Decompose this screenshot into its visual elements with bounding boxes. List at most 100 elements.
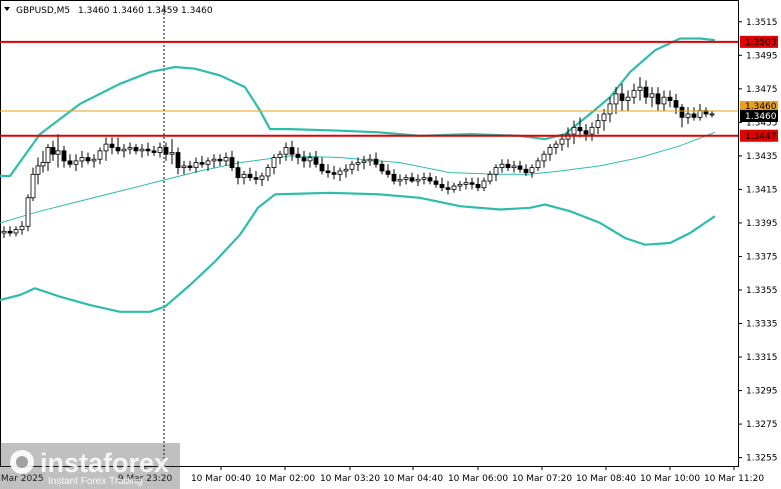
candle [307,152,313,168]
candle [541,150,547,168]
candle-body [229,157,235,169]
candle-body [193,162,199,169]
candle [73,154,79,171]
candle-body [30,173,36,199]
candle-body [541,153,547,162]
candle-body [97,150,103,160]
candle-body [127,147,133,150]
ohlc-label: 1.3460 1.3460 1.3459 1.3460 [78,6,213,16]
candle [451,182,457,193]
candle-body [133,147,139,152]
candle-body [391,173,397,182]
candle [625,90,631,111]
candle [247,167,253,182]
price-tag-partial-label: 1.3460 [745,102,777,112]
candle [583,124,589,141]
candle [361,155,367,170]
candle [35,157,41,185]
candle-body [691,113,697,118]
candle [547,144,553,161]
candle [61,145,67,168]
candle-body [559,138,565,145]
candle-body [1,230,7,234]
candle-body [325,170,331,174]
candle [373,152,379,168]
candle-body [331,172,337,175]
candle-body [589,126,595,135]
candle [289,140,295,161]
candle-body [469,182,475,185]
x-tick-label: 10 Mar 07:20 [512,474,572,484]
candle-body [19,225,25,231]
y-tick-label: 1.3355 [746,286,778,296]
candle-body [223,157,229,162]
candle [349,160,355,175]
candle [607,97,613,123]
candle [379,160,385,175]
watermark-brand: instaforex [40,448,169,478]
candle-body [601,113,607,122]
y-tick-label: 1.3375 [746,252,778,262]
candle-body [499,163,505,169]
candle-body [655,93,661,105]
candle [109,137,115,155]
candle [367,154,373,166]
candle [211,154,217,168]
candle [601,108,607,131]
candle [313,150,319,168]
candle [655,87,661,111]
candle [223,152,229,166]
candle [175,147,181,175]
candle-body [529,167,535,174]
candle-body [205,160,211,165]
candle [331,165,337,180]
watermark-tagline: Instant Forex Trading [48,476,143,487]
candle-body [409,177,415,182]
candle-body [55,150,61,155]
candle [355,157,361,171]
candle [277,150,283,165]
level-tag-label: 1.3447 [745,132,777,142]
symbol-label: GBPUSD,M5 [16,6,70,16]
candle-body [487,173,493,182]
candle [667,90,673,108]
candle [577,117,583,138]
y-tick-label: 1.3295 [746,387,778,397]
candle-body [661,96,667,105]
candle-body [445,187,451,190]
candle [319,157,325,175]
candle [403,174,409,185]
axis-layer: 1.3515 1.3495 1.3475 1.3455 1.3435 1.3415 1.33… [0,18,778,484]
candle [499,159,505,173]
candle-body [313,157,319,165]
candle [40,150,46,173]
candle [619,83,625,111]
candle [103,137,109,161]
candle [151,145,157,156]
candle [427,172,433,185]
instaforex-logo-icon [10,450,34,474]
candle [613,87,619,114]
y-tick-label: 1.3395 [746,219,778,229]
candle [199,155,205,168]
candle [163,142,169,161]
grid-layer [0,0,739,467]
candle-body [553,143,559,148]
dropdown-triangle-icon[interactable] [4,7,10,11]
candle [385,164,391,178]
candle-body [607,103,613,115]
level-tag [740,129,778,142]
candle-body [571,126,577,135]
candle-body [463,182,469,185]
candle-body [481,180,487,189]
y-tick-label: 1.3255 [746,454,778,464]
candle [517,160,523,173]
y-tick-label: 1.3515 [746,18,778,28]
candle-body [13,229,19,234]
plot-frame [0,0,739,467]
candle [187,160,193,171]
candle-body [67,160,73,165]
candle [97,147,103,165]
